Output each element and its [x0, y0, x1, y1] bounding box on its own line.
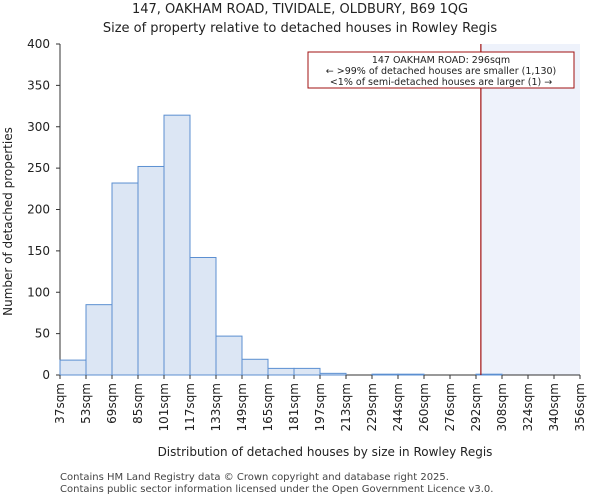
bar	[189, 256, 217, 376]
bar	[371, 373, 399, 376]
y-tick-label: 150	[27, 244, 50, 258]
x-tick-label: 356sqm	[573, 383, 587, 431]
x-tick-label: 229sqm	[365, 383, 379, 431]
bar	[397, 373, 425, 376]
x-tick-label: 165sqm	[261, 383, 275, 431]
x-tick-label: 260sqm	[417, 383, 431, 431]
bar	[241, 358, 269, 376]
x-tick-label: 276sqm	[443, 383, 457, 431]
footer-line-1: Contains HM Land Registry data © Crown c…	[60, 472, 449, 483]
y-tick-label: 200	[27, 203, 50, 217]
chart-subtitle: Size of property relative to detached ho…	[102, 21, 498, 36]
marker-shade	[480, 44, 580, 375]
x-tick-label: 181sqm	[287, 383, 301, 431]
bar	[85, 304, 113, 376]
y-tick-label: 250	[27, 161, 50, 175]
bar	[163, 114, 191, 376]
x-tick-label: 117sqm	[183, 383, 197, 431]
y-tick-label: 350	[27, 78, 50, 92]
y-tick-label: 100	[27, 285, 50, 299]
y-axis-label: Number of detached properties	[1, 127, 15, 316]
x-tick-label: 85sqm	[131, 383, 145, 424]
bar	[137, 165, 165, 376]
annotation-line: ← >99% of detached houses are smaller (1…	[326, 66, 557, 77]
x-tick-label: 69sqm	[105, 383, 119, 424]
bar	[319, 372, 347, 376]
x-tick-label: 340sqm	[547, 383, 561, 431]
x-tick-label: 37sqm	[53, 383, 67, 424]
y-tick-label: 50	[35, 327, 50, 341]
x-tick-label: 213sqm	[339, 383, 353, 431]
x-tick-label: 324sqm	[521, 383, 535, 431]
bar	[215, 335, 243, 376]
x-axis-label: Distribution of detached houses by size …	[158, 445, 493, 459]
y-tick-label: 400	[27, 37, 50, 51]
x-tick-label: 244sqm	[391, 383, 405, 431]
bar	[59, 359, 87, 376]
x-tick-label: 133sqm	[209, 383, 223, 431]
annotation-box	[307, 51, 575, 89]
bar	[475, 373, 503, 376]
bar	[293, 367, 321, 376]
y-tick-label: 0	[42, 368, 50, 382]
bar	[267, 367, 295, 376]
footer-line-2: Contains public sector information licen…	[60, 484, 494, 495]
annotation-line: 147 OAKHAM ROAD: 296sqm	[372, 55, 510, 66]
bar	[111, 182, 139, 376]
y-tick-label: 300	[27, 120, 50, 134]
chart-title: 147, OAKHAM ROAD, TIVIDALE, OLDBURY, B69…	[131, 2, 469, 17]
annotation-line: <1% of semi-detached houses are larger (…	[330, 77, 552, 88]
x-tick-label: 292sqm	[469, 383, 483, 431]
x-tick-label: 53sqm	[79, 383, 93, 424]
x-tick-label: 197sqm	[313, 383, 327, 431]
x-tick-label: 149sqm	[235, 383, 249, 431]
x-tick-label: 308sqm	[495, 383, 509, 431]
x-tick-label: 101sqm	[157, 383, 171, 431]
